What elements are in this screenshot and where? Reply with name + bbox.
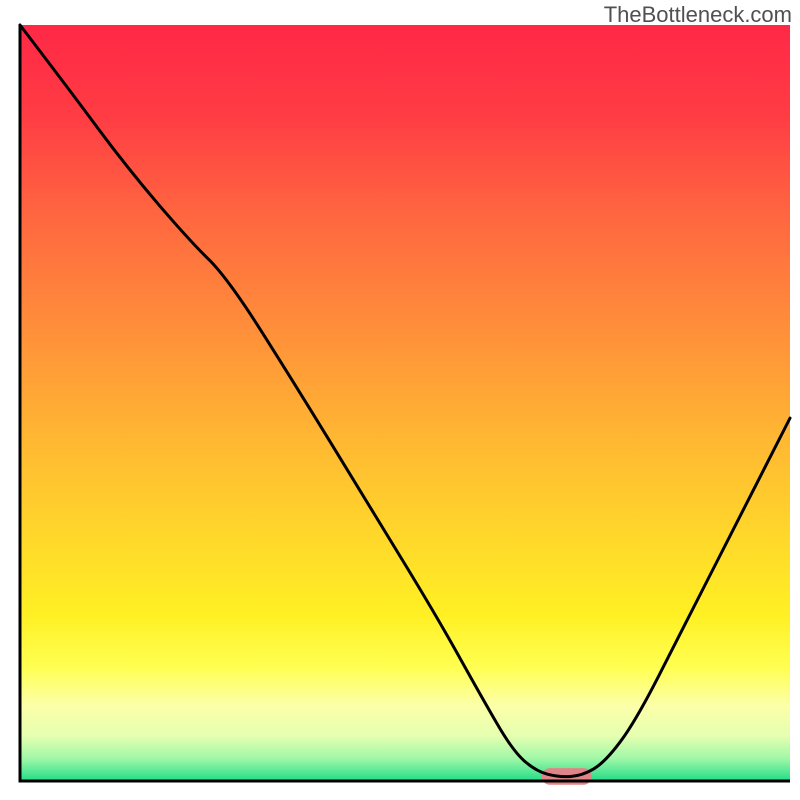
watermark-text: TheBottleneck.com <box>604 2 792 28</box>
plot-background <box>20 25 790 781</box>
bottleneck-chart <box>0 0 800 800</box>
